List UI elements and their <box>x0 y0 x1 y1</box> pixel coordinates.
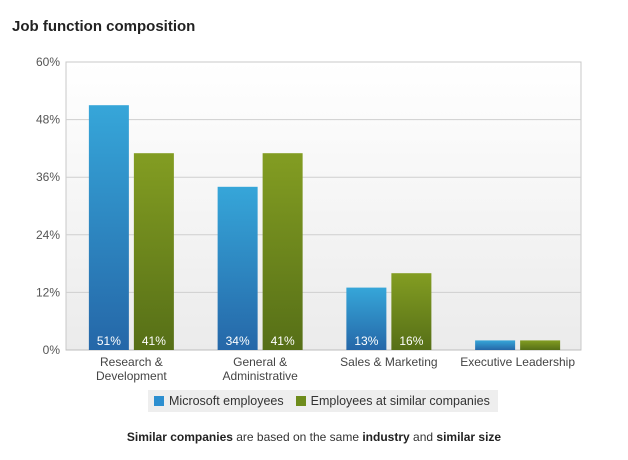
footnote: Similar companies are based on the same … <box>0 430 628 444</box>
legend-swatch-similar <box>295 396 306 406</box>
data-label: 13% <box>354 334 378 348</box>
data-label: 41% <box>271 334 295 348</box>
legend-label-microsoft: Microsoft employees <box>169 394 284 408</box>
x-category-label: Development <box>96 369 167 383</box>
legend-item-similar[interactable]: Employees at similar companies <box>295 394 490 408</box>
bar-similar-3[interactable] <box>520 340 561 350</box>
y-tick-label: 0% <box>43 343 61 357</box>
bar-microsoft-1[interactable] <box>217 186 258 350</box>
y-tick-label: 36% <box>36 170 60 184</box>
legend-swatch-microsoft <box>154 396 164 406</box>
footnote-industry: industry <box>362 430 410 444</box>
bar-similar-2[interactable] <box>391 273 432 350</box>
footnote-similar-size: similar size <box>436 430 502 444</box>
footnote-text-1: are based on the same <box>232 430 363 444</box>
y-tick-label: 24% <box>36 228 60 242</box>
data-label: 51% <box>97 334 121 348</box>
bar-microsoft-0[interactable] <box>88 105 129 350</box>
x-category-label: General & <box>233 355 287 369</box>
data-label: 34% <box>226 334 250 348</box>
footnote-text-2: and <box>409 430 437 444</box>
footnote-similar-companies: Similar companies <box>126 430 233 444</box>
x-category-label: Executive Leadership <box>460 355 575 369</box>
data-label: 16% <box>399 334 423 348</box>
data-label: 41% <box>142 334 166 348</box>
y-tick-label: 48% <box>36 113 60 127</box>
x-category-label: Sales & Marketing <box>340 355 437 369</box>
chart-title: Job function composition <box>12 18 196 35</box>
legend: Microsoft employees Employees at similar… <box>148 390 498 412</box>
bar-microsoft-2[interactable] <box>346 287 387 350</box>
legend-item-microsoft[interactable]: Microsoft employees <box>154 394 284 408</box>
y-tick-label: 60% <box>36 55 60 69</box>
bar-similar-0[interactable] <box>133 153 174 350</box>
bar-microsoft-3[interactable] <box>475 340 516 350</box>
x-category-label: Research & <box>100 355 163 369</box>
legend-label-similar: Employees at similar companies <box>310 394 490 408</box>
x-category-label: Administrative <box>222 369 298 383</box>
bar-similar-1[interactable] <box>262 153 303 350</box>
y-tick-label: 12% <box>36 285 60 299</box>
